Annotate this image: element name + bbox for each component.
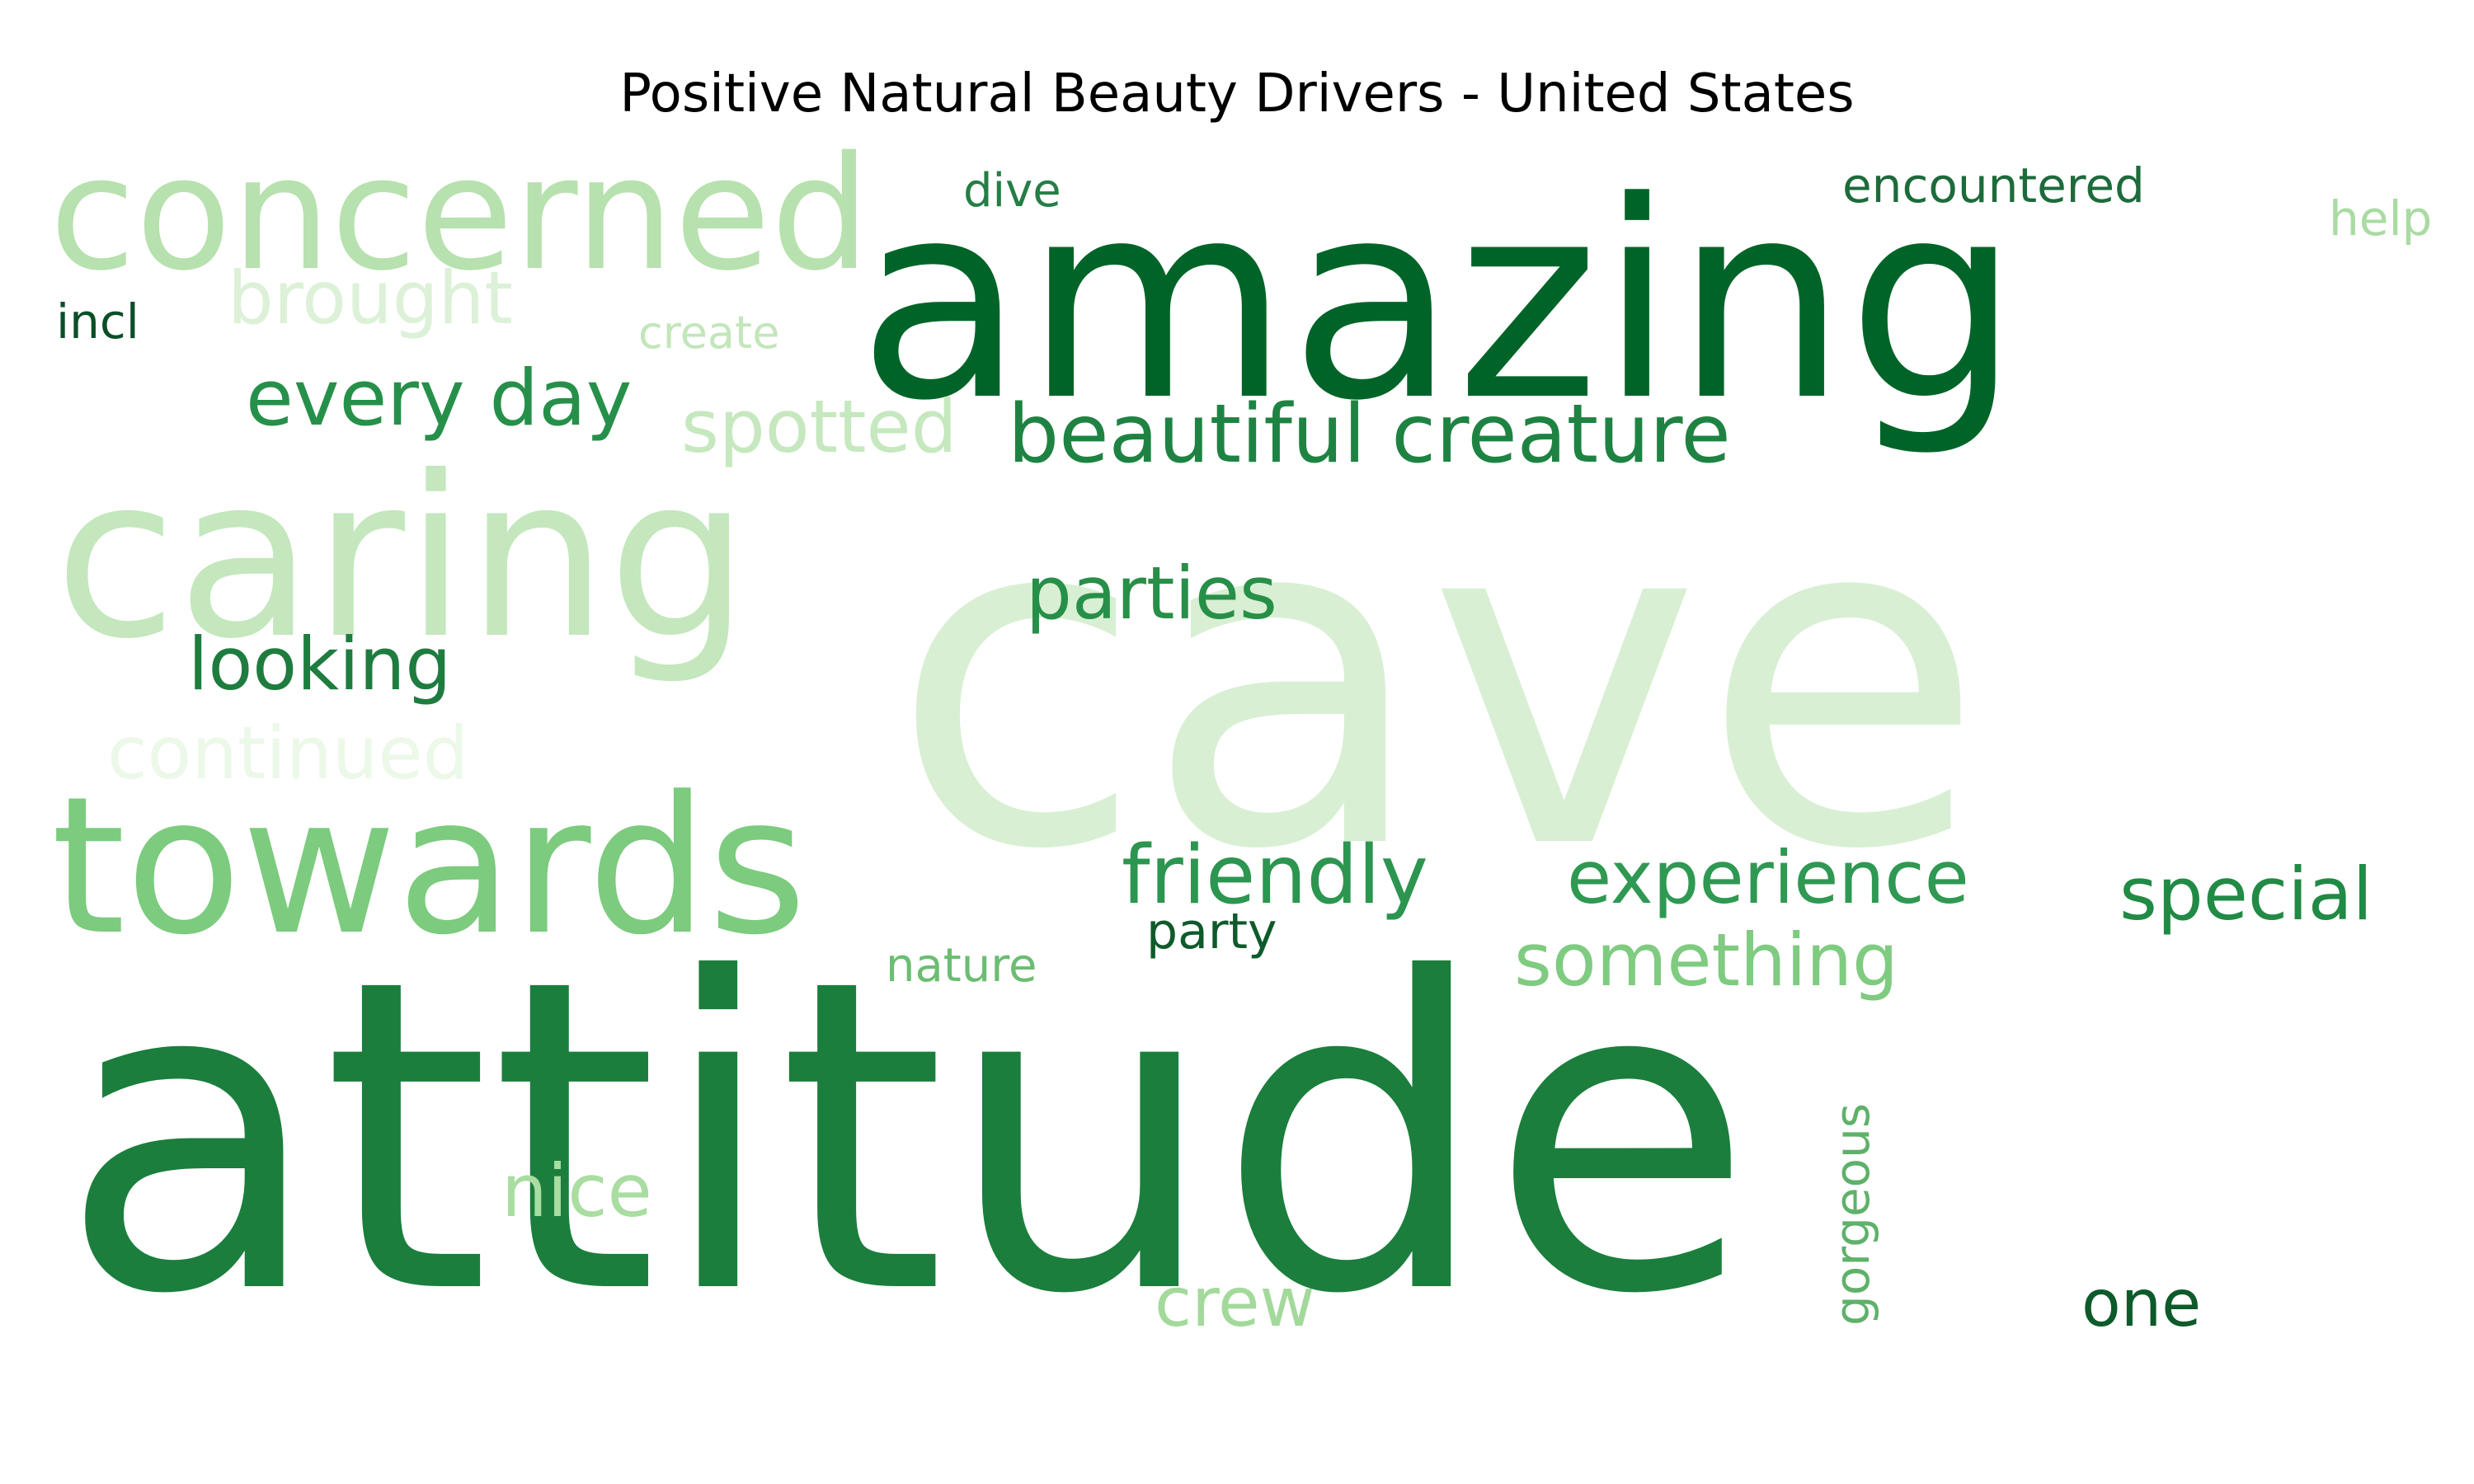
- word-party: party: [1146, 903, 1277, 960]
- word-amazing: amazing: [858, 143, 2020, 460]
- word-continued: continued: [107, 711, 469, 796]
- word-attitude: attitude: [59, 888, 1753, 1388]
- word-gorgeous: gorgeous: [1824, 1103, 1880, 1326]
- word-looking: looking: [188, 622, 451, 707]
- word-spotted: spotted: [681, 384, 957, 469]
- word-towards: towards: [51, 757, 807, 977]
- word-caring: caring: [54, 428, 749, 688]
- word-nature: nature: [886, 939, 1037, 993]
- word-dive: dive: [963, 164, 1061, 218]
- word-one: one: [2081, 1267, 2201, 1341]
- word-nice: nice: [501, 1148, 652, 1233]
- word-special: special: [2119, 852, 2373, 937]
- word-cave: cave: [891, 413, 1985, 951]
- word-every-day: every day: [246, 354, 632, 444]
- word-encountered: encountered: [1842, 157, 2145, 214]
- word-incl: incl: [56, 294, 139, 350]
- word-parties: parties: [1026, 551, 1277, 636]
- word-something: something: [1514, 918, 1898, 1003]
- word-experience: experience: [1567, 835, 1969, 920]
- word-beautiful-creature: beautiful creature: [1008, 387, 1731, 481]
- word-create: create: [638, 307, 779, 359]
- word-help: help: [2329, 190, 2432, 247]
- word-concerned: concerned: [49, 123, 870, 305]
- word-friendly: friendly: [1122, 829, 1428, 923]
- word-crew: crew: [1155, 1264, 1315, 1342]
- word-brought: brought: [228, 256, 513, 340]
- chart-title: Positive Natural Beauty Drivers - United…: [619, 63, 1855, 124]
